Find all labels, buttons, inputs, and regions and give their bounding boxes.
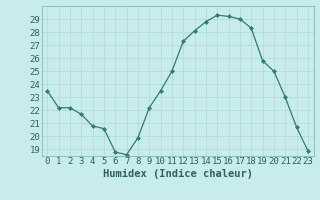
X-axis label: Humidex (Indice chaleur): Humidex (Indice chaleur) [103,169,252,179]
